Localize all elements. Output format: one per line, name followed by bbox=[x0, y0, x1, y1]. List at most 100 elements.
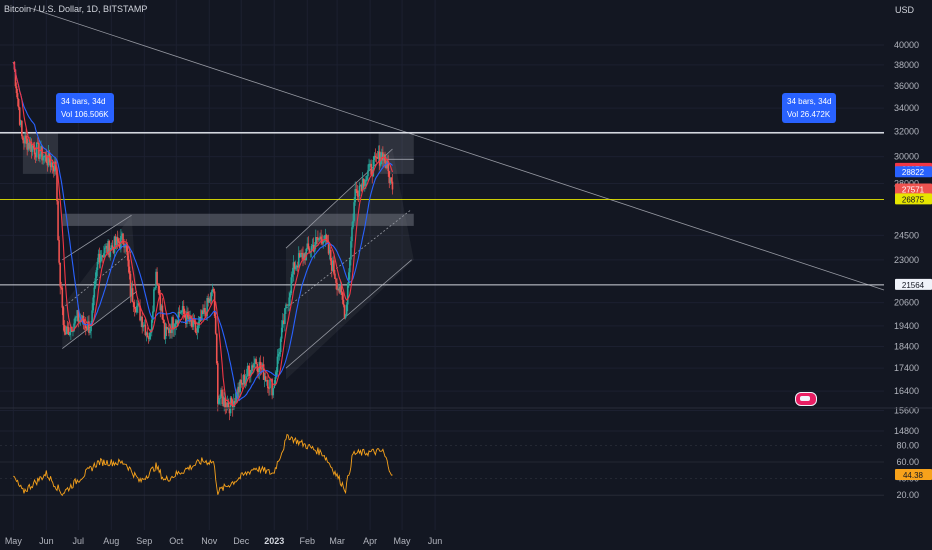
x-tick-label: Jun bbox=[428, 536, 443, 546]
candle-body bbox=[76, 310, 79, 317]
x-tick-label: Oct bbox=[169, 536, 184, 546]
candle-body bbox=[195, 331, 198, 333]
candle-body bbox=[181, 306, 184, 311]
candle-body bbox=[322, 241, 325, 244]
candle-body bbox=[218, 399, 220, 404]
candle-body bbox=[310, 246, 313, 252]
y-tick-label: 15600 bbox=[894, 406, 919, 416]
candle-body bbox=[176, 320, 179, 324]
candle-body bbox=[229, 397, 232, 414]
candle-body bbox=[361, 178, 364, 192]
candle-body bbox=[169, 329, 171, 334]
x-tick-label: Dec bbox=[233, 536, 250, 546]
price-label-text-last-price: 27571 bbox=[902, 185, 925, 194]
x-tick-label: Mar bbox=[329, 536, 345, 546]
candle-body bbox=[341, 292, 344, 300]
candle-body bbox=[237, 386, 239, 398]
candle-body bbox=[26, 138, 28, 150]
candle-body bbox=[163, 323, 166, 339]
resistance-zone bbox=[62, 213, 414, 226]
channel-mid-summer bbox=[62, 251, 132, 309]
candle-body bbox=[388, 171, 391, 184]
candle-body bbox=[75, 316, 77, 318]
measure-vol-right: Vol 26.472K bbox=[787, 110, 831, 119]
candle-body bbox=[366, 176, 368, 180]
candle-body bbox=[335, 279, 337, 283]
candle-body bbox=[320, 236, 322, 240]
candle-body bbox=[208, 298, 211, 303]
candle-body bbox=[183, 313, 186, 318]
candle-body bbox=[342, 299, 345, 306]
y-tick-label: 19400 bbox=[894, 321, 919, 331]
long-downtrend-line bbox=[29, 7, 885, 291]
x-tick-label: 2023 bbox=[264, 536, 284, 546]
candle-body bbox=[238, 386, 240, 393]
rsi-tick-label: 80.00 bbox=[896, 440, 919, 450]
candle-body bbox=[39, 154, 41, 159]
candle-body bbox=[346, 283, 349, 305]
candle-body bbox=[66, 326, 69, 328]
candle-body bbox=[228, 407, 231, 414]
candle-body bbox=[152, 311, 154, 321]
candle-body bbox=[124, 244, 126, 248]
x-tick-label: Feb bbox=[300, 536, 316, 546]
candle-body bbox=[220, 389, 222, 399]
candle-body bbox=[316, 237, 318, 238]
candle-body bbox=[278, 352, 281, 355]
candle-body bbox=[192, 319, 195, 327]
candle-body bbox=[251, 365, 253, 373]
candle-body bbox=[308, 248, 311, 253]
candle-body bbox=[57, 201, 59, 241]
candle-body bbox=[260, 368, 263, 370]
candle-body bbox=[179, 312, 182, 314]
candle-body bbox=[146, 332, 149, 338]
candle-body bbox=[18, 107, 21, 125]
candle-body bbox=[357, 195, 360, 197]
candle-body bbox=[174, 324, 177, 328]
candle-body bbox=[161, 305, 164, 320]
candle-body bbox=[268, 388, 270, 389]
ma-fast-line bbox=[12, 61, 394, 407]
y-tick-label: 16400 bbox=[894, 386, 919, 396]
candle-body bbox=[281, 320, 284, 328]
candle-body bbox=[43, 155, 46, 158]
candle-body bbox=[259, 361, 262, 369]
candle-body bbox=[324, 234, 327, 241]
y-tick-label: 20600 bbox=[894, 298, 919, 308]
candle-body bbox=[147, 337, 150, 339]
candle-body bbox=[188, 317, 190, 322]
candle-body bbox=[27, 143, 30, 150]
candle-body bbox=[244, 379, 247, 385]
y-tick-label: 24500 bbox=[894, 230, 919, 240]
y-tick-label: 32000 bbox=[894, 127, 919, 137]
candle-body bbox=[231, 403, 234, 410]
candle-body bbox=[317, 237, 319, 241]
candle-body bbox=[111, 245, 114, 248]
candle-body bbox=[77, 310, 80, 322]
candle-body bbox=[160, 305, 163, 311]
candle-body bbox=[296, 265, 299, 268]
candle-body bbox=[246, 366, 249, 377]
candle-body bbox=[257, 371, 260, 373]
candle-body bbox=[279, 338, 282, 353]
candle-body bbox=[98, 253, 101, 263]
channel-upper-summer bbox=[62, 214, 132, 261]
candle-body bbox=[377, 151, 380, 159]
candle-body bbox=[382, 152, 384, 161]
candle-body bbox=[291, 274, 294, 278]
us-flag-icon[interactable] bbox=[795, 392, 817, 406]
candle-body bbox=[103, 253, 105, 258]
candle-body bbox=[140, 316, 142, 321]
candle-body bbox=[305, 248, 307, 261]
candle-body bbox=[145, 332, 148, 335]
candle-body bbox=[78, 320, 81, 322]
candle-body bbox=[99, 256, 102, 263]
candle-body bbox=[288, 297, 290, 306]
measure-box-right: 34 bars, 34d Vol 26.472K bbox=[782, 93, 837, 123]
y-tick-label: 38000 bbox=[894, 60, 919, 70]
candle-body bbox=[142, 325, 145, 328]
candle-body bbox=[185, 317, 187, 325]
price-label-text-horizontal-line: 26875 bbox=[902, 195, 925, 204]
candle-body bbox=[267, 380, 269, 389]
